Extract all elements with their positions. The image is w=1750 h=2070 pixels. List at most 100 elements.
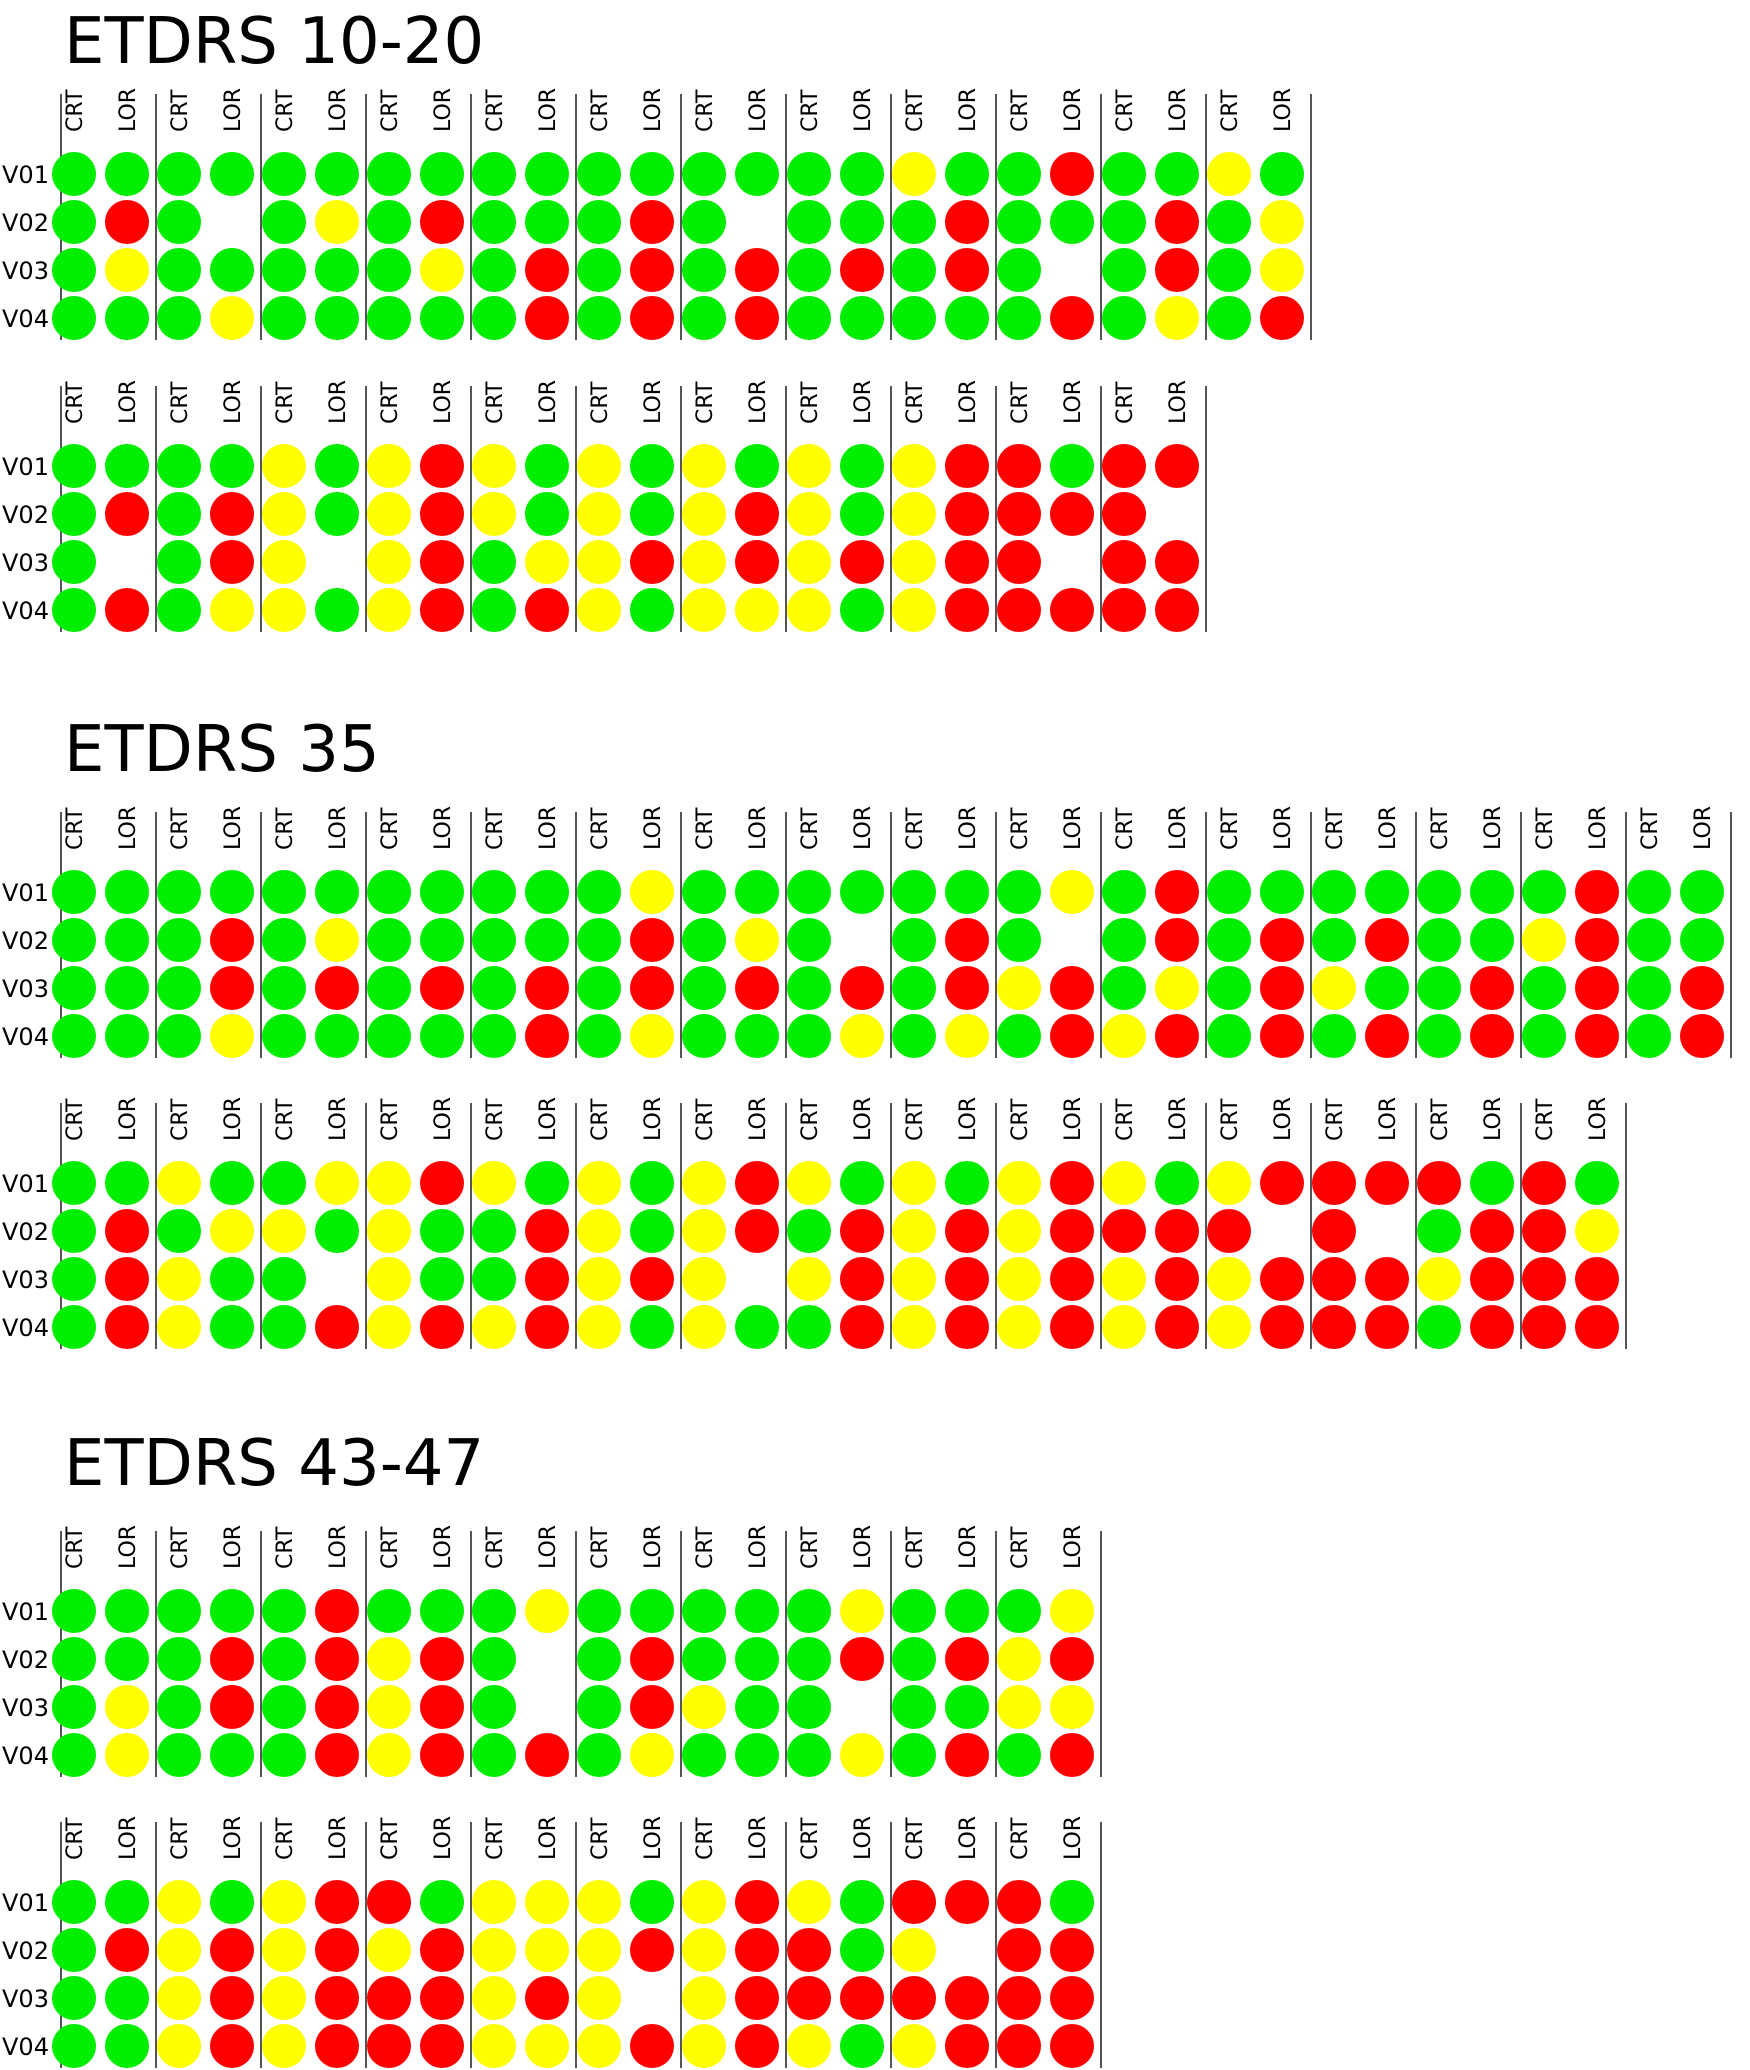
- grade-dot-lor: [1155, 870, 1199, 914]
- grade-dot-lor: [630, 1928, 674, 1972]
- grade-dot-crt: [892, 1589, 936, 1633]
- grade-dot-crt: [682, 918, 726, 962]
- grade-dot-crt: [577, 1928, 621, 1972]
- column-header-crt: CRT: [903, 1098, 928, 1141]
- column-header-crt: CRT: [63, 89, 88, 132]
- grade-dot-lor: [840, 1161, 884, 1205]
- column-header-lor: LOR: [221, 88, 246, 132]
- grade-dot-crt: [157, 296, 201, 340]
- column-header-crt: CRT: [1218, 89, 1243, 132]
- column-header-crt: CRT: [693, 381, 718, 424]
- grade-dot-lor: [735, 248, 779, 292]
- column-header-crt: CRT: [693, 89, 718, 132]
- grade-dot-lor: [1470, 1014, 1514, 1058]
- grade-dot-crt: [1102, 1305, 1146, 1349]
- column-header-crt: CRT: [588, 381, 613, 424]
- grade-dot-crt: [787, 1305, 831, 1349]
- column-header-lor: LOR: [431, 88, 456, 132]
- grade-dot-crt: [1627, 966, 1671, 1010]
- grade-dot-crt: [682, 248, 726, 292]
- grade-dot-lor: [420, 1257, 464, 1301]
- grade-dot-crt: [157, 966, 201, 1010]
- grade-dot-lor: [945, 248, 989, 292]
- grade-dot-lor: [210, 540, 254, 584]
- grade-dot-lor: [105, 1014, 149, 1058]
- grade-dot-lor: [420, 588, 464, 632]
- grade-dot-crt: [1207, 1209, 1251, 1253]
- grade-dot-crt: [1312, 966, 1356, 1010]
- grade-dot-lor: [1050, 966, 1094, 1010]
- column-header-crt: CRT: [903, 1817, 928, 1860]
- grade-dot-lor: [525, 1880, 569, 1924]
- grade-dot-crt: [472, 540, 516, 584]
- column-header-crt: CRT: [1323, 807, 1348, 850]
- column-header-crt: CRT: [693, 807, 718, 850]
- grade-dot-lor: [945, 200, 989, 244]
- grade-dot-crt: [787, 588, 831, 632]
- grade-dot-crt: [367, 1257, 411, 1301]
- grade-dot-lor: [735, 1209, 779, 1253]
- grade-dot-crt: [367, 296, 411, 340]
- grade-dot-lor: [945, 1685, 989, 1729]
- section-title-etdrs-35: ETDRS 35: [64, 713, 380, 787]
- column-header-crt: CRT: [1008, 1526, 1033, 1569]
- grade-dot-crt: [682, 200, 726, 244]
- grade-dot-crt: [157, 2024, 201, 2068]
- grade-dot-crt: [1312, 1257, 1356, 1301]
- row-label-v03: V03: [2, 1985, 49, 2013]
- grade-dot-lor: [525, 492, 569, 536]
- grade-dot-lor: [1575, 966, 1619, 1010]
- grade-dot-lor: [210, 1161, 254, 1205]
- grade-dot-crt: [892, 1685, 936, 1729]
- grade-dot-lor: [210, 966, 254, 1010]
- grade-dot-lor: [315, 1014, 359, 1058]
- grade-dot-lor: [1050, 200, 1094, 244]
- column-header-lor: LOR: [851, 88, 876, 132]
- column-header-crt: CRT: [273, 89, 298, 132]
- column-header-crt: CRT: [168, 89, 193, 132]
- column-header-lor: LOR: [1481, 806, 1506, 850]
- grade-dot-crt: [787, 2024, 831, 2068]
- grade-dot-lor: [1050, 1685, 1094, 1729]
- grade-dot-crt: [472, 966, 516, 1010]
- grade-dot-lor: [840, 1209, 884, 1253]
- column-header-crt: CRT: [588, 89, 613, 132]
- grade-dot-lor: [630, 1305, 674, 1349]
- grade-dot-crt: [367, 1733, 411, 1777]
- grade-dot-lor: [420, 1209, 464, 1253]
- grade-dot-crt: [262, 1209, 306, 1253]
- grade-dot-crt: [787, 1733, 831, 1777]
- grade-dot-lor: [315, 1928, 359, 1972]
- column-header-lor: LOR: [746, 806, 771, 850]
- grade-dot-crt: [262, 1685, 306, 1729]
- grade-dot-lor: [210, 1928, 254, 1972]
- grade-dot-lor: [210, 444, 254, 488]
- grade-dot-lor: [1155, 918, 1199, 962]
- row-label-v04: V04: [2, 1023, 49, 1051]
- grade-dot-crt: [472, 492, 516, 536]
- grade-dot-crt: [262, 444, 306, 488]
- column-header-crt: CRT: [1533, 807, 1558, 850]
- grade-dot-crt: [52, 966, 96, 1010]
- grade-dot-crt: [997, 248, 1041, 292]
- grade-dot-crt: [262, 248, 306, 292]
- column-header-lor: LOR: [851, 1525, 876, 1569]
- grade-dot-crt: [1102, 200, 1146, 244]
- grade-dot-lor: [525, 1928, 569, 1972]
- column-header-lor: LOR: [1061, 380, 1086, 424]
- grade-dot-lor: [840, 2024, 884, 2068]
- grade-dot-crt: [682, 296, 726, 340]
- grade-dot-crt: [1522, 966, 1566, 1010]
- grade-dot-lor: [1260, 918, 1304, 962]
- grade-dot-crt: [892, 966, 936, 1010]
- grade-dot-lor: [420, 492, 464, 536]
- grade-dot-lor: [840, 200, 884, 244]
- grade-dot-lor: [840, 1976, 884, 2020]
- grade-dot-crt: [787, 1637, 831, 1681]
- grade-dot-crt: [367, 248, 411, 292]
- grade-dot-crt: [367, 540, 411, 584]
- grade-dot-crt: [157, 1976, 201, 2020]
- grade-dot-lor: [105, 1209, 149, 1253]
- grade-dot-crt: [787, 918, 831, 962]
- grade-dot-crt: [472, 1928, 516, 1972]
